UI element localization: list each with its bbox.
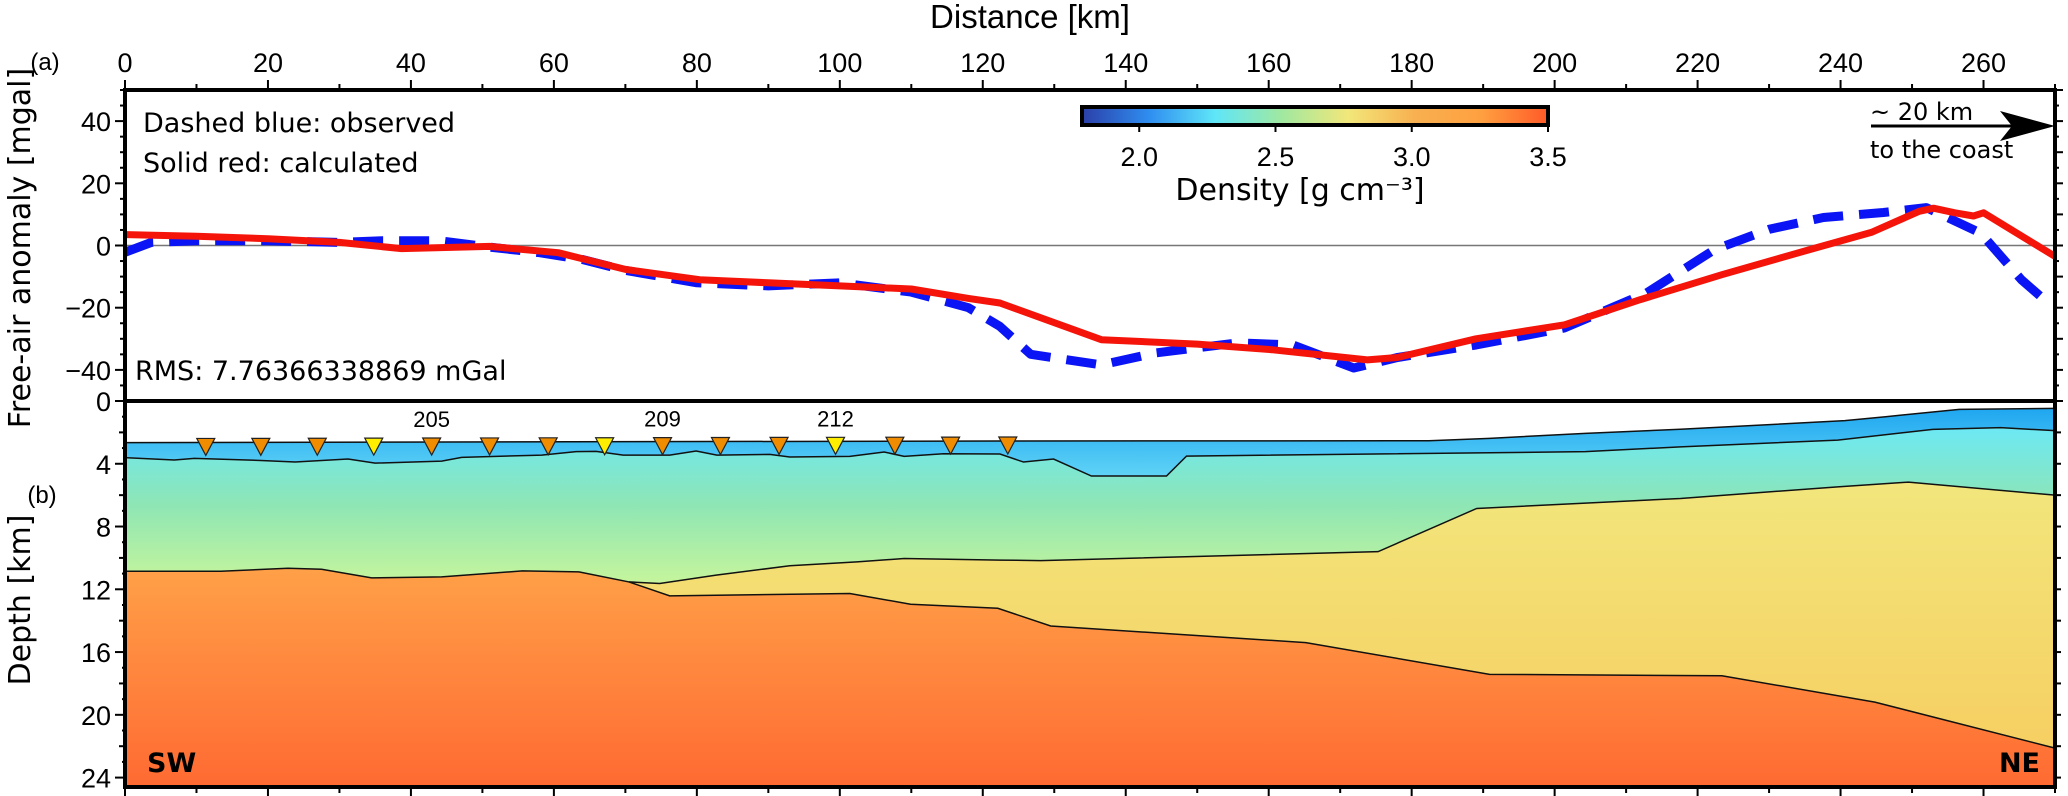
upper-layer xyxy=(125,427,2055,584)
x-tick-label: 60 xyxy=(539,48,569,78)
y-tick-label: −20 xyxy=(65,294,111,324)
station-marker xyxy=(594,437,615,457)
x-tick-label: 120 xyxy=(960,48,1005,78)
depth-tick-label: 4 xyxy=(96,450,111,480)
depth-tick-label: 12 xyxy=(81,575,111,605)
y-tick-label: 0 xyxy=(96,232,111,262)
x-tick-label: 200 xyxy=(1532,48,1577,78)
station-marker xyxy=(940,436,961,456)
station-marker xyxy=(421,437,442,457)
sediment-layer xyxy=(125,408,2055,476)
depth-tick-label: 24 xyxy=(81,764,111,794)
coast-text: to the coast xyxy=(1870,136,2013,164)
x-tick-label: 180 xyxy=(1389,48,1434,78)
x-tick-label: 40 xyxy=(396,48,426,78)
station-marker xyxy=(195,437,216,457)
colorbar-tick-label: 3.5 xyxy=(1529,142,1567,172)
legend-calculated: Solid red: calculated xyxy=(143,148,419,179)
depth-tick-label: 8 xyxy=(96,513,111,543)
depth-tick-label: 20 xyxy=(81,701,111,731)
station-marker xyxy=(769,436,790,456)
arrow-icon xyxy=(1871,111,2055,141)
ne-label: NE xyxy=(1999,748,2040,779)
depth-tick-label: 16 xyxy=(81,638,111,668)
legend-observed: Dashed blue: observed xyxy=(143,108,455,139)
x-axis-title: Distance [km] xyxy=(930,0,1130,35)
y-tick-label: 40 xyxy=(81,107,111,137)
depth-tick-label: 0 xyxy=(96,387,111,417)
x-tick-label: 80 xyxy=(682,48,712,78)
x-tick-label: 20 xyxy=(253,48,283,78)
coast-distance-text: ~ 20 km xyxy=(1870,98,1973,126)
station-marker xyxy=(363,437,384,457)
station-label: 212 xyxy=(817,406,854,431)
station-marker xyxy=(538,437,559,457)
x-tick-label: 240 xyxy=(1818,48,1863,78)
panel-a-label: (a) xyxy=(30,49,59,76)
series-calculated xyxy=(125,204,2057,364)
y-tick-label: −40 xyxy=(65,356,111,386)
colorbar-bar xyxy=(1080,105,1550,127)
colorbar-tick-label: 2.5 xyxy=(1257,142,1295,172)
boundary-seafloor xyxy=(124,407,2056,444)
panel-b-label: (b) xyxy=(27,482,56,509)
x-tick-label: 220 xyxy=(1675,48,1720,78)
station-label: 205 xyxy=(413,407,450,432)
density-model-panel: 205 209 212 0 4 8 12 16 20 24 xyxy=(81,387,2061,796)
station-label: 209 xyxy=(644,407,681,432)
series-observed xyxy=(125,203,2056,373)
x-tick-label: 100 xyxy=(817,48,862,78)
boundary-upper_crust_top xyxy=(628,481,2056,585)
y-axis-title-depth: Depth [km] xyxy=(3,515,38,686)
colorbar-tick-label: 2.0 xyxy=(1120,142,1158,172)
boundary-lower_crust_top xyxy=(125,567,2056,749)
colorbar: 2.0 2.5 3.0 3.5 xyxy=(1080,105,1567,172)
station-marker xyxy=(652,437,673,456)
station-marker xyxy=(307,437,328,457)
x-tick-label: 0 xyxy=(117,48,132,78)
upper-crust-layer xyxy=(125,482,2055,749)
y-tick-label: 20 xyxy=(81,169,111,199)
colorbar-label: Density [g cm⁻³] xyxy=(1175,173,1424,208)
station-marker xyxy=(997,436,1018,456)
x-tick-label: 160 xyxy=(1246,48,1291,78)
station-marker xyxy=(479,437,500,457)
rms-text: RMS: 7.76366338869 mGal xyxy=(135,356,506,387)
station-marker xyxy=(884,436,905,456)
station-marker xyxy=(710,436,731,456)
station-marker xyxy=(825,436,846,456)
x-tick-label: 140 xyxy=(1103,48,1148,78)
colorbar-tick-label: 3.0 xyxy=(1393,142,1431,172)
station-marker xyxy=(250,437,271,457)
y-axis-title-anomaly: Free-air anomaly [mgal] xyxy=(3,68,38,428)
lower-crust-layer xyxy=(125,568,2055,787)
x-tick-label: 260 xyxy=(1961,48,2006,78)
gravity-anomaly-panel: 0 20 40 60 80 100 120 140 160 180 200 220 240 260−40−… xyxy=(65,48,2063,403)
boundary-layer1_base xyxy=(124,426,2056,477)
sw-label: SW xyxy=(147,748,196,779)
